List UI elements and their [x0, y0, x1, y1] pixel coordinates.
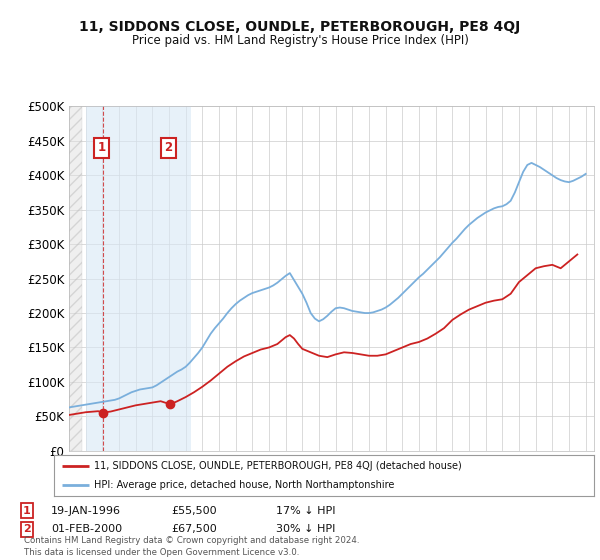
- Text: 2: 2: [164, 141, 173, 154]
- Bar: [69, 106, 82, 451]
- Text: 2: 2: [23, 524, 31, 534]
- Text: 11, SIDDONS CLOSE, OUNDLE, PETERBOROUGH, PE8 4QJ: 11, SIDDONS CLOSE, OUNDLE, PETERBOROUGH,…: [79, 20, 521, 34]
- Text: 11, SIDDONS CLOSE, OUNDLE, PETERBOROUGH, PE8 4QJ (detached house): 11, SIDDONS CLOSE, OUNDLE, PETERBOROUGH,…: [95, 461, 462, 471]
- Text: 01-FEB-2000: 01-FEB-2000: [51, 524, 122, 534]
- Text: 1: 1: [97, 141, 106, 154]
- Text: 30% ↓ HPI: 30% ↓ HPI: [276, 524, 335, 534]
- Text: Contains HM Land Registry data © Crown copyright and database right 2024.
This d: Contains HM Land Registry data © Crown c…: [24, 536, 359, 557]
- Text: Price paid vs. HM Land Registry's House Price Index (HPI): Price paid vs. HM Land Registry's House …: [131, 34, 469, 46]
- Text: HPI: Average price, detached house, North Northamptonshire: HPI: Average price, detached house, Nort…: [95, 480, 395, 489]
- Text: 17% ↓ HPI: 17% ↓ HPI: [276, 506, 335, 516]
- Text: 1: 1: [23, 506, 31, 516]
- Text: 19-JAN-1996: 19-JAN-1996: [51, 506, 121, 516]
- Text: £55,500: £55,500: [171, 506, 217, 516]
- Bar: [86, 106, 191, 451]
- Text: £67,500: £67,500: [171, 524, 217, 534]
